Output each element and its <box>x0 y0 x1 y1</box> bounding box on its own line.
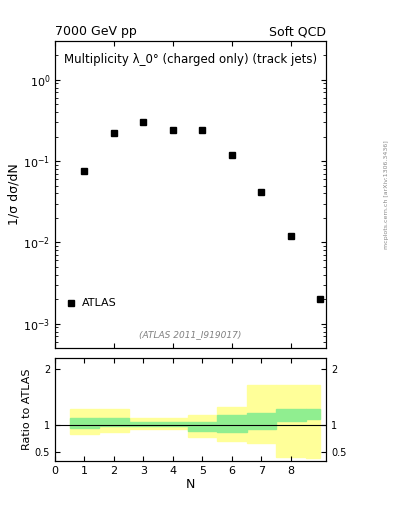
Bar <box>247 385 276 443</box>
Bar <box>217 415 247 432</box>
Bar <box>99 418 129 426</box>
Bar <box>276 409 306 421</box>
Bar <box>70 409 99 434</box>
Bar <box>276 385 306 457</box>
Bar <box>306 409 320 419</box>
Text: ATLAS: ATLAS <box>82 298 116 308</box>
Bar <box>99 409 129 432</box>
Text: (ATLAS 2011_I919017): (ATLAS 2011_I919017) <box>140 330 242 339</box>
Bar <box>247 413 276 429</box>
X-axis label: N: N <box>186 478 195 492</box>
Bar <box>70 418 99 428</box>
Y-axis label: Ratio to ATLAS: Ratio to ATLAS <box>22 369 32 451</box>
Bar <box>188 422 217 432</box>
Bar <box>188 415 217 437</box>
Bar <box>217 407 247 441</box>
Y-axis label: 1/σ dσ/dN: 1/σ dσ/dN <box>7 164 20 225</box>
Bar <box>306 385 320 458</box>
Bar <box>129 422 188 426</box>
Text: Multiplicity λ_0° (charged only) (track jets): Multiplicity λ_0° (charged only) (track … <box>64 53 317 66</box>
Text: mcplots.cern.ch [arXiv:1306.3436]: mcplots.cern.ch [arXiv:1306.3436] <box>384 140 389 249</box>
Bar <box>129 418 188 429</box>
Text: Soft QCD: Soft QCD <box>269 26 326 38</box>
Text: 7000 GeV pp: 7000 GeV pp <box>55 26 137 38</box>
